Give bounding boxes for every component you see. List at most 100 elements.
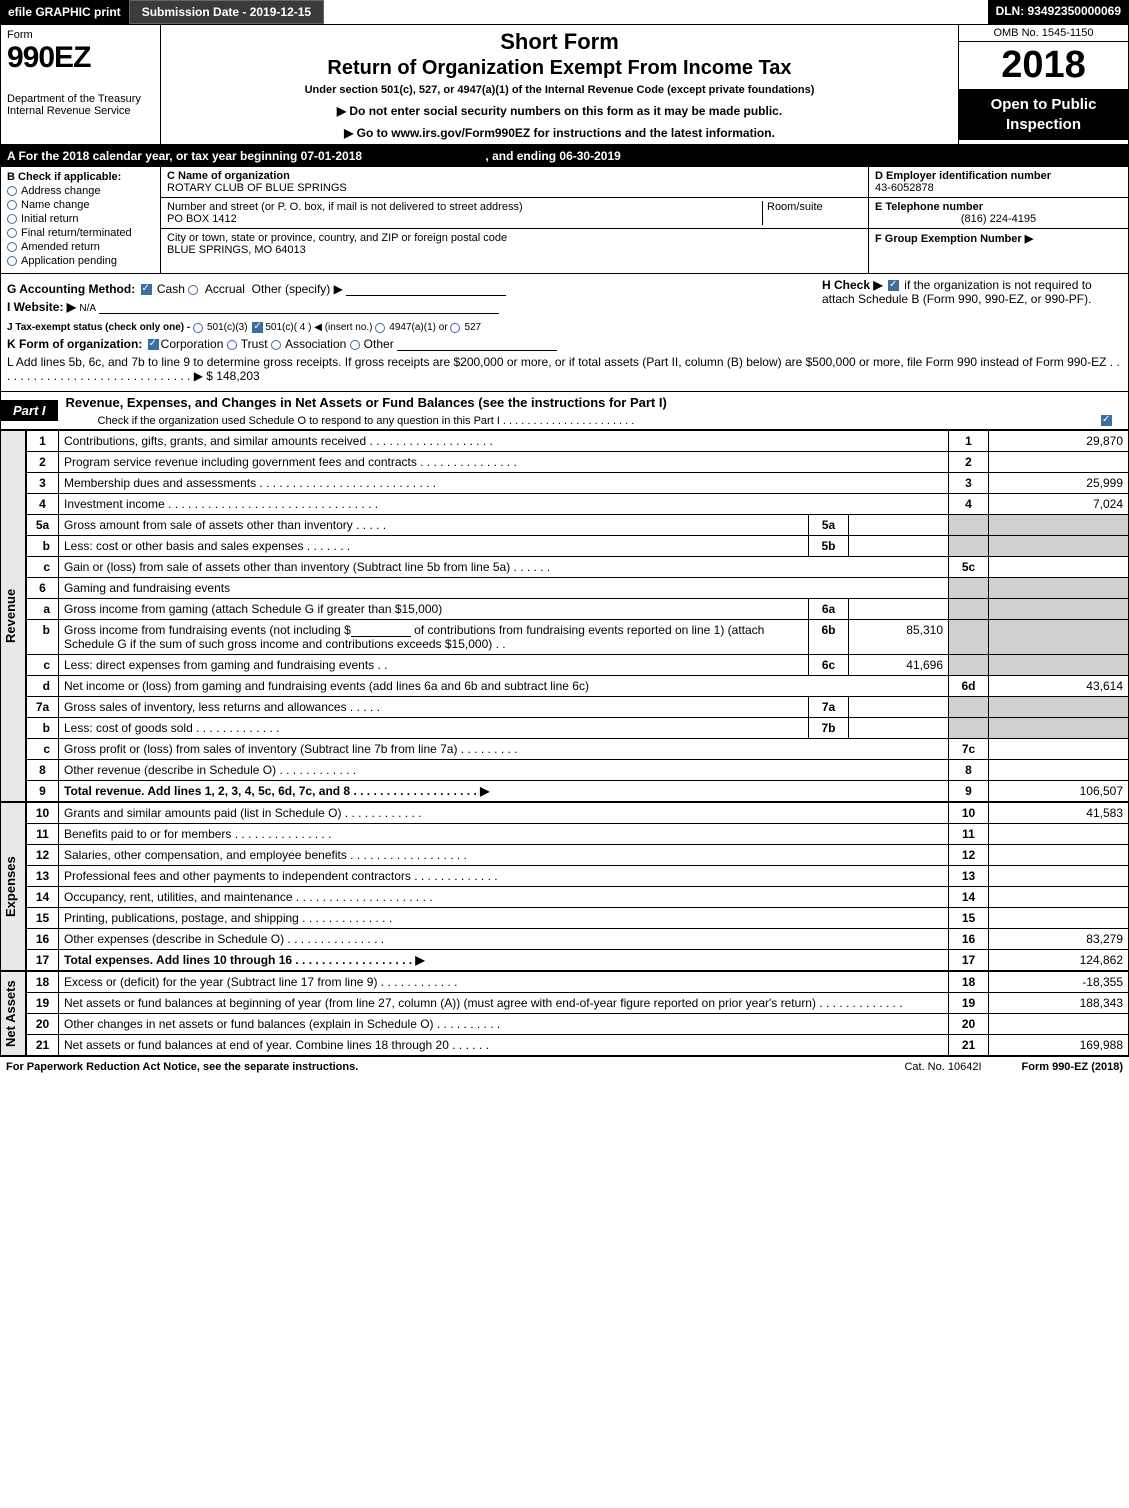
revenue-table: 1Contributions, gifts, grants, and simil… — [26, 430, 1129, 802]
form-word: Form — [7, 29, 154, 41]
g-cash-checkbox[interactable] — [141, 284, 152, 295]
h-checkbox[interactable] — [888, 280, 899, 291]
paperwork-notice: For Paperwork Reduction Act Notice, see … — [6, 1061, 358, 1073]
part1-sub: Check if the organization used Schedule … — [58, 413, 1128, 429]
opt-address-change[interactable]: Address change — [7, 185, 154, 197]
line-j: J Tax-exempt status (check only one) - 5… — [7, 322, 1122, 333]
line-h: H Check ▶ if the organization is not req… — [822, 278, 1122, 318]
expenses-section: Expenses 10Grants and similar amounts pa… — [0, 802, 1129, 971]
j-4947-radio[interactable] — [375, 323, 385, 333]
efile-print[interactable]: efile GRAPHIC print — [0, 0, 129, 24]
under-section: Under section 501(c), 527, or 4947(a)(1)… — [167, 84, 952, 96]
g-other: Other (specify) ▶ — [252, 282, 343, 296]
row-16: 16Other expenses (describe in Schedule O… — [27, 929, 1129, 950]
k-other-radio[interactable] — [350, 340, 360, 350]
addr-label: Number and street (or P. O. box, if mail… — [167, 201, 762, 213]
row-a-ending: , and ending 06-30-2019 — [485, 149, 620, 163]
k-other-blank[interactable] — [397, 339, 557, 351]
row-6b: bGross income from fundraising events (n… — [27, 620, 1129, 655]
opt-final-return[interactable]: Final return/terminated — [7, 227, 154, 239]
col-c: C Name of organization ROTARY CLUB OF BL… — [161, 167, 868, 273]
f-group: F Group Exemption Number ▶ — [869, 229, 1128, 248]
opt-application-pending[interactable]: Application pending — [7, 255, 154, 267]
e-value: (816) 224-4195 — [875, 213, 1122, 225]
form-number: 990EZ — [7, 41, 154, 75]
row-a-text: A For the 2018 calendar year, or tax yea… — [7, 149, 362, 163]
efile-label: efile GRAPHIC print — [8, 5, 121, 19]
e-phone: E Telephone number (816) 224-4195 — [869, 198, 1128, 229]
row-2: 2Program service revenue including gover… — [27, 452, 1129, 473]
block-bcdef: B Check if applicable: Address change Na… — [0, 167, 1129, 274]
dln-label: DLN: 93492350000069 — [988, 0, 1129, 24]
l-text: L Add lines 5b, 6c, and 7b to line 9 to … — [7, 355, 1120, 383]
row-a-tax-year: A For the 2018 calendar year, or tax yea… — [0, 145, 1129, 167]
topbar: efile GRAPHIC print Submission Date - 20… — [0, 0, 1129, 25]
d-label: D Employer identification number — [875, 170, 1122, 182]
row-15: 15Printing, publications, postage, and s… — [27, 908, 1129, 929]
row-7a: 7aGross sales of inventory, less returns… — [27, 697, 1129, 718]
l-value: 148,203 — [216, 369, 259, 383]
g-other-blank[interactable] — [346, 284, 506, 296]
addr-value: PO BOX 1412 — [167, 213, 762, 225]
col-b-heading: B Check if applicable: — [7, 171, 154, 183]
irs-label: Internal Revenue Service — [7, 105, 154, 117]
expenses-side-label: Expenses — [0, 802, 26, 971]
part1-schedule-o-checkbox[interactable] — [1101, 415, 1112, 426]
row-6d: dNet income or (loss) from gaming and fu… — [27, 676, 1129, 697]
submission-date-button[interactable]: Submission Date - 2019-12-15 — [129, 0, 324, 24]
row-21: 21Net assets or fund balances at end of … — [27, 1035, 1129, 1056]
room-suite: Room/suite — [762, 201, 862, 225]
k-assoc-radio[interactable] — [271, 340, 281, 350]
row-20: 20Other changes in net assets or fund ba… — [27, 1014, 1129, 1035]
c-name-row: C Name of organization ROTARY CLUB OF BL… — [161, 167, 868, 198]
i-value: N/A — [79, 303, 96, 314]
header-left: Form 990EZ Department of the Treasury In… — [1, 25, 161, 144]
k-corp-checkbox[interactable] — [148, 339, 159, 350]
row-14: 14Occupancy, rent, utilities, and mainte… — [27, 887, 1129, 908]
row-12: 12Salaries, other compensation, and empl… — [27, 845, 1129, 866]
open-public: Open to Public Inspection — [959, 89, 1128, 140]
form-header: Form 990EZ Department of the Treasury In… — [0, 25, 1129, 145]
omb-number: OMB No. 1545-1150 — [959, 25, 1128, 42]
row-6c: cLess: direct expenses from gaming and f… — [27, 655, 1129, 676]
revenue-section: Revenue 1Contributions, gifts, grants, a… — [0, 430, 1129, 802]
j-label: J Tax-exempt status (check only one) - — [7, 322, 190, 333]
g-cash: Cash — [157, 282, 185, 296]
block-ghijkl: G Accounting Method: Cash Accrual Other … — [0, 274, 1129, 392]
k-trust-radio[interactable] — [227, 340, 237, 350]
short-form-title: Short Form — [167, 29, 952, 55]
opt-initial-return[interactable]: Initial return — [7, 213, 154, 225]
line-i: I Website: ▶ N/A — [7, 300, 822, 314]
row-8: 8Other revenue (describe in Schedule O) … — [27, 760, 1129, 781]
h-label: H Check ▶ — [822, 278, 883, 292]
expenses-table: 10Grants and similar amounts paid (list … — [26, 802, 1129, 971]
j-501c-checkbox[interactable] — [252, 322, 263, 333]
goto-link[interactable]: ▶ Go to www.irs.gov/Form990EZ for instru… — [167, 126, 952, 140]
row-5b: bLess: cost or other basis and sales exp… — [27, 536, 1129, 557]
row-5c: cGain or (loss) from sale of assets othe… — [27, 557, 1129, 578]
row-6a: aGross income from gaming (attach Schedu… — [27, 599, 1129, 620]
opt-amended-return[interactable]: Amended return — [7, 241, 154, 253]
col-def: D Employer identification number 43-6052… — [868, 167, 1128, 273]
d-ein: D Employer identification number 43-6052… — [869, 167, 1128, 198]
city-value: BLUE SPRINGS, MO 64013 — [167, 244, 507, 256]
row-17: 17Total expenses. Add lines 10 through 1… — [27, 950, 1129, 971]
row-9: 9Total revenue. Add lines 1, 2, 3, 4, 5c… — [27, 781, 1129, 802]
d-value: 43-6052878 — [875, 182, 1122, 194]
goto-text: ▶ Go to www.irs.gov/Form990EZ for instru… — [344, 126, 775, 140]
j-501c3-radio[interactable] — [193, 323, 203, 333]
e-label: E Telephone number — [875, 201, 1122, 213]
row-7c: cGross profit or (loss) from sales of in… — [27, 739, 1129, 760]
g-accrual-radio[interactable] — [188, 285, 198, 295]
dept-treasury: Department of the Treasury — [7, 93, 154, 105]
c-addr-row: Number and street (or P. O. box, if mail… — [161, 198, 868, 229]
row-3: 3Membership dues and assessments . . . .… — [27, 473, 1129, 494]
opt-name-change[interactable]: Name change — [7, 199, 154, 211]
j-527-radio[interactable] — [450, 323, 460, 333]
return-title: Return of Organization Exempt From Incom… — [167, 57, 952, 80]
line-k: K Form of organization: Corporation Trus… — [7, 337, 1122, 351]
header-mid: Short Form Return of Organization Exempt… — [161, 25, 958, 144]
row-1: 1Contributions, gifts, grants, and simil… — [27, 431, 1129, 452]
row-19: 19Net assets or fund balances at beginni… — [27, 993, 1129, 1014]
line-g: G Accounting Method: Cash Accrual Other … — [7, 282, 822, 296]
